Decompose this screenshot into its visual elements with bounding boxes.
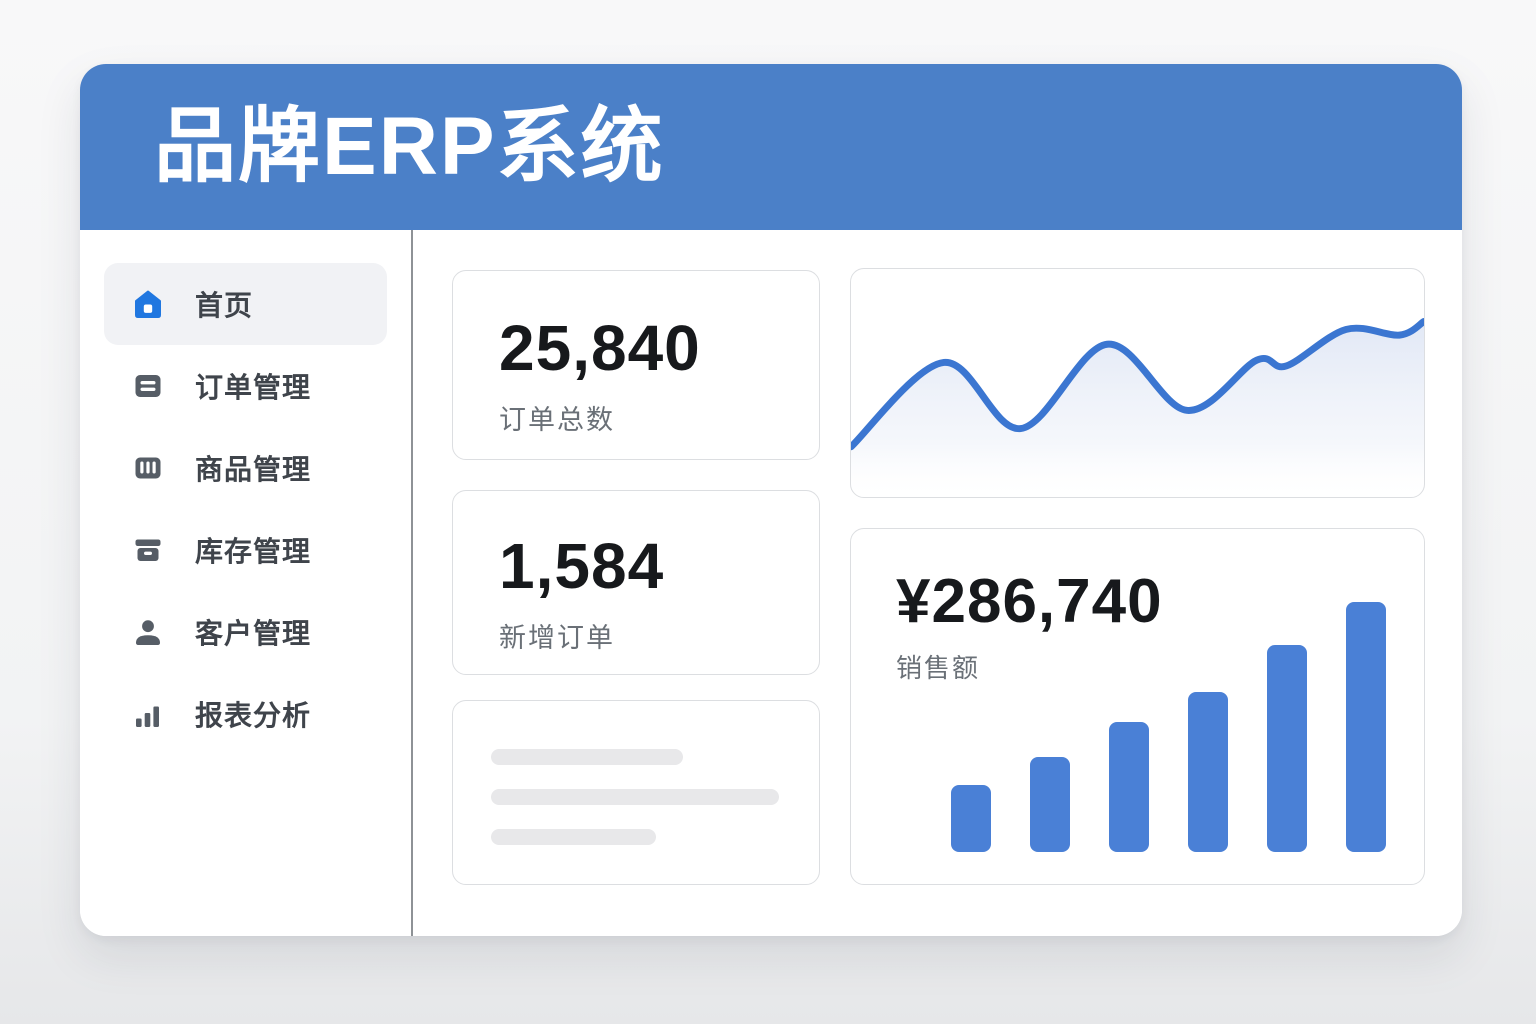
app-window: 品牌ERP系统 首页 订单管理 bbox=[80, 64, 1462, 936]
new-orders-label: 新增订单 bbox=[499, 623, 615, 654]
app-title: 品牌ERP系统 bbox=[154, 101, 665, 192]
sales-bar bbox=[1188, 692, 1228, 852]
sales-bar bbox=[1109, 722, 1149, 852]
sidebar-item-label: 订单管理 bbox=[195, 372, 312, 403]
sidebar-item-home[interactable]: 首页 bbox=[104, 263, 387, 345]
sales-card: ¥286,740 销售额 bbox=[850, 528, 1425, 885]
skeleton-line bbox=[491, 749, 683, 765]
stat-card-new-orders: 1,584 新增订单 bbox=[452, 490, 820, 675]
orders-icon bbox=[135, 375, 161, 397]
total-orders-label: 订单总数 bbox=[499, 405, 615, 436]
sidebar-item-orders[interactable]: 订单管理 bbox=[104, 345, 387, 427]
sidebar-item-label: 首页 bbox=[195, 290, 254, 321]
sales-bar bbox=[1267, 644, 1307, 852]
products-icon bbox=[135, 457, 161, 479]
sidebar-item-label: 库存管理 bbox=[195, 536, 312, 567]
trend-line-path bbox=[851, 317, 1424, 451]
inventory-icon bbox=[135, 539, 161, 561]
main-content: 25,840 订单总数 1,584 新增订单 bbox=[413, 230, 1462, 936]
stat-card-total-orders: 25,840 订单总数 bbox=[452, 270, 820, 460]
sales-bar bbox=[951, 784, 991, 852]
sidebar-item-label: 报表分析 bbox=[195, 700, 312, 731]
sales-value: ¥286,740 bbox=[896, 567, 1163, 636]
total-orders-value: 25,840 bbox=[499, 312, 701, 384]
reports-icon bbox=[136, 706, 159, 727]
sidebar-item-label: 客户管理 bbox=[195, 618, 312, 649]
sidebar-item-inventory[interactable]: 库存管理 bbox=[104, 509, 387, 591]
trend-area-path bbox=[851, 321, 1424, 497]
placeholder-card bbox=[452, 700, 820, 885]
sidebar: 首页 订单管理 商品管理 bbox=[80, 230, 413, 936]
customers-icon bbox=[136, 620, 160, 645]
home-icon bbox=[135, 290, 161, 318]
sales-bar bbox=[1030, 757, 1070, 852]
sidebar-item-products[interactable]: 商品管理 bbox=[104, 427, 387, 509]
skeleton-line bbox=[491, 789, 779, 805]
trend-line-chart bbox=[851, 317, 1424, 497]
sidebar-item-label: 商品管理 bbox=[195, 454, 312, 485]
sales-bar bbox=[1346, 602, 1386, 852]
sales-bar-chart bbox=[951, 602, 1386, 852]
skeleton-line bbox=[491, 829, 656, 845]
body-row: 首页 订单管理 商品管理 bbox=[80, 230, 1462, 936]
trend-chart-card bbox=[850, 268, 1425, 498]
new-orders-value: 1,584 bbox=[499, 530, 665, 602]
sidebar-item-customers[interactable]: 客户管理 bbox=[104, 591, 387, 673]
sales-label: 销售额 bbox=[896, 653, 981, 684]
app-header: 品牌ERP系统 bbox=[80, 64, 1462, 230]
sidebar-item-reports[interactable]: 报表分析 bbox=[104, 673, 387, 755]
